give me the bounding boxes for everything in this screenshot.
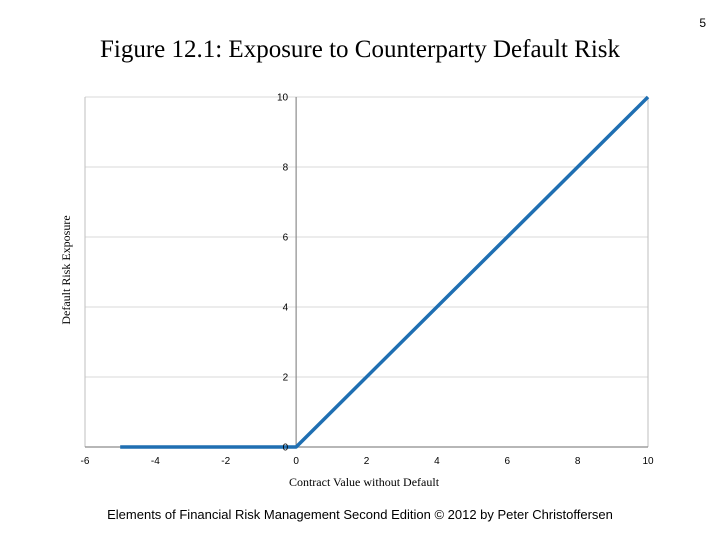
chart: -6 -4 -2 0 2 4 6 8 10 0 2 4 6 8 10 Contract Value wit… xyxy=(59,93,654,490)
y-tick-label-4: 8 xyxy=(283,163,289,174)
x-tick-label-0: -6 xyxy=(81,456,90,467)
y-tick-label-3: 6 xyxy=(283,233,289,244)
plot-frame xyxy=(84,97,649,447)
x-axis-label: Contract Value without Default xyxy=(289,475,440,489)
series-line-0 xyxy=(120,95,650,449)
x-tick-label-2: -2 xyxy=(221,456,230,467)
y-tick-labels: 0 2 4 6 8 10 xyxy=(277,93,289,454)
x-tick-label-8: 10 xyxy=(642,456,654,467)
x-tick-label-4: 2 xyxy=(364,456,370,467)
y-tick-label-0: 0 xyxy=(283,443,289,454)
y-tick-label-5: 10 xyxy=(277,93,289,104)
series-layer xyxy=(120,95,650,449)
page-number: 5 xyxy=(699,16,706,30)
gridlines xyxy=(85,96,648,448)
x-tick-labels: -6 -4 -2 0 2 4 6 8 10 xyxy=(81,456,654,467)
footer-credit: Elements of Financial Risk Management Se… xyxy=(107,507,613,522)
chart-title: Figure 12.1: Exposure to Counterparty De… xyxy=(99,36,621,63)
y-tick-label-2: 4 xyxy=(283,303,289,314)
y-tick-label-1: 2 xyxy=(283,373,289,384)
axes xyxy=(85,97,648,448)
x-tick-label-6: 6 xyxy=(504,456,510,467)
x-tick-label-5: 4 xyxy=(434,456,440,467)
x-tick-label-1: -4 xyxy=(151,456,160,467)
x-tick-label-3: 0 xyxy=(293,456,299,467)
x-tick-label-7: 8 xyxy=(575,456,581,467)
y-axis-label: Default Risk Exposure xyxy=(59,215,73,324)
